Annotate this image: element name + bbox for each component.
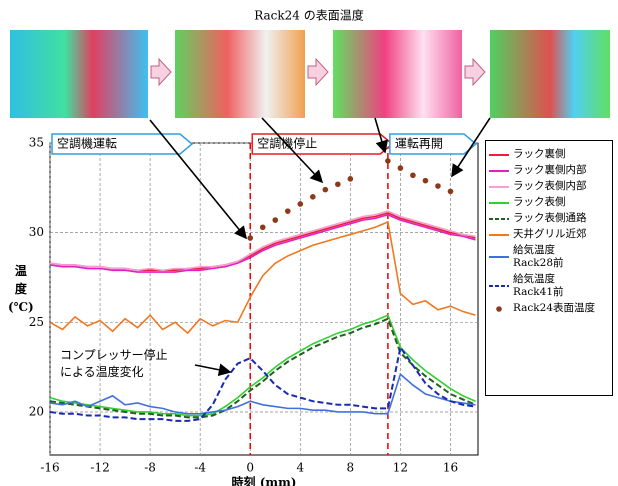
legend-swatch (488, 252, 510, 262)
data-point (247, 235, 253, 241)
legend-entry: ラック裏側 (488, 148, 610, 161)
data-point (423, 178, 429, 184)
data-point (323, 187, 329, 193)
legend-swatch (488, 166, 510, 176)
thermal-images (10, 30, 610, 118)
thermal-image (175, 30, 305, 118)
data-point (385, 158, 391, 164)
x-tick-label: 8 (347, 461, 355, 475)
legend-entry: ラック裏側内部 (488, 164, 610, 177)
legend-label: ラック裏側内部 (513, 164, 587, 177)
legend-label: ラック表側通路 (513, 212, 587, 225)
data-point (297, 201, 303, 207)
data-point (272, 217, 278, 223)
y-axis-label: 温 度 (℃) (8, 262, 34, 316)
step-arrow (308, 59, 328, 85)
step-arrow (465, 59, 485, 85)
legend-entry: ラック表側通路 (488, 212, 610, 225)
legend-entry: ラック表側 (488, 196, 610, 209)
legend-swatch (488, 198, 510, 208)
chart-title: Rack24 の表面温度 (254, 8, 364, 23)
x-tick-label: -12 (90, 461, 109, 475)
phase-label: 空調機停止 (257, 136, 317, 151)
annotation: コンプレッサー停止 による温度変化 (60, 347, 168, 381)
step-arrow (151, 59, 171, 85)
data-point (448, 189, 454, 195)
phase-label: 空調機運転 (57, 136, 117, 151)
legend-label: ラック裏側 (513, 148, 566, 161)
y-tick-label: 30 (29, 225, 44, 239)
x-axis-label: 時刻 (mm) (232, 475, 297, 486)
data-point (410, 172, 416, 178)
data-point (310, 194, 316, 200)
data-point (435, 183, 441, 189)
legend-label: Rack24表面温度 (513, 302, 595, 315)
data-point (285, 208, 291, 214)
legend-entry: 給気温度 Rack41前 (488, 273, 610, 299)
legend-swatch (488, 230, 510, 240)
thermal-image (333, 30, 462, 118)
legend-label: 給気温度 Rack41前 (513, 273, 564, 299)
legend-swatch (488, 281, 510, 291)
data-point (335, 181, 341, 187)
thermal-image (490, 30, 610, 118)
legend-swatch (488, 214, 510, 224)
legend-label: ラック表側内部 (513, 180, 587, 193)
legend-entry: 天井グリル近郊 (488, 228, 610, 241)
data-point (348, 176, 354, 182)
phase-label: 運転再開 (395, 137, 443, 151)
legend-swatch (488, 150, 510, 160)
x-tick-label: 4 (296, 461, 304, 475)
legend-marker (496, 306, 502, 312)
legend-entry: Rack24表面温度 (488, 302, 610, 315)
legend-label: 天井グリル近郊 (513, 228, 587, 241)
x-tick-label: 16 (443, 461, 458, 475)
legend: ラック裏側ラック裏側内部ラック表側内部ラック表側ラック表側通路天井グリル近郊給気… (485, 140, 613, 396)
legend-label: 給気温度 Rack28前 (513, 244, 564, 270)
x-tick-label: 12 (393, 461, 408, 475)
data-point (398, 165, 404, 171)
legend-label: ラック表側 (513, 196, 566, 209)
x-tick-label: 0 (246, 461, 254, 475)
x-tick-label: -4 (194, 461, 206, 475)
data-point (260, 224, 266, 230)
y-tick-label: 20 (29, 404, 44, 418)
page: {"chart_data":{"type":"line","title":"Ra… (0, 0, 618, 486)
legend-entry: 給気温度 Rack28前 (488, 244, 610, 270)
y-tick-label: 35 (29, 136, 44, 150)
y-tick-label: 25 (29, 315, 44, 329)
x-tick-label: -8 (144, 461, 156, 475)
legend-swatch (488, 304, 510, 314)
legend-entry: ラック表側内部 (488, 180, 610, 193)
x-tick-label: -16 (40, 461, 59, 475)
legend-swatch (488, 182, 510, 192)
thermal-image (10, 30, 148, 118)
